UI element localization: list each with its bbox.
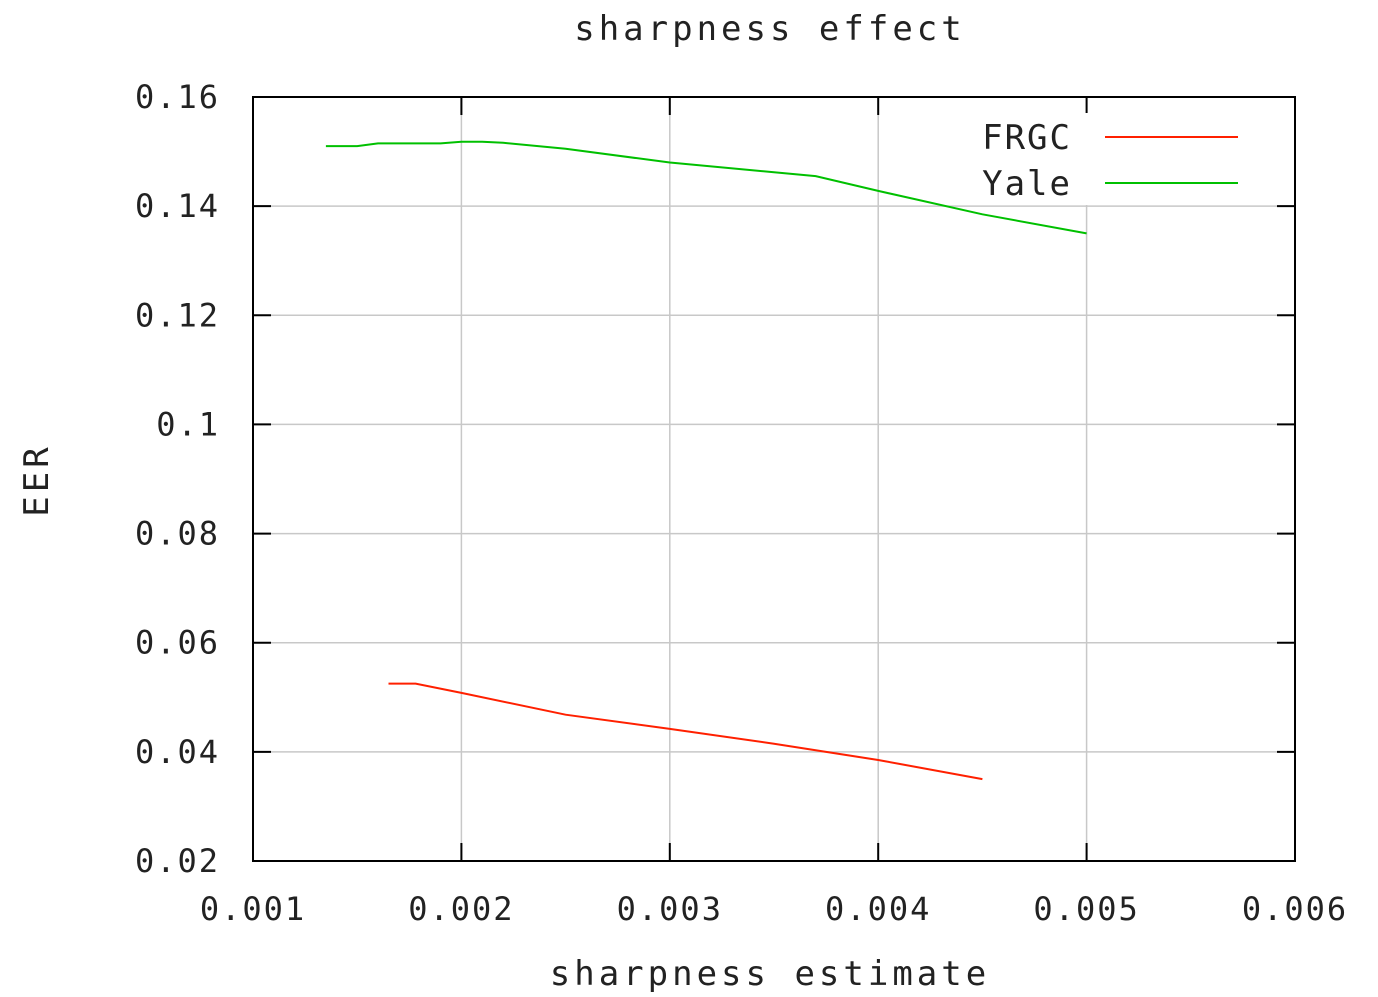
- y-tick-label: 0.04: [135, 733, 220, 771]
- x-tick-label: 0.005: [1033, 890, 1139, 928]
- chart-title: sharpness effect: [574, 9, 966, 49]
- x-tick-label: 0.004: [825, 890, 931, 928]
- y-tick-label: 0.02: [135, 842, 220, 880]
- y-tick-label: 0.1: [156, 405, 220, 443]
- legend-label-frgc: FRGC: [982, 118, 1072, 158]
- x-tick-label: 0.003: [617, 890, 723, 928]
- x-axis-label: sharpness estimate: [550, 954, 990, 994]
- y-tick-label: 0.16: [135, 78, 220, 116]
- grid: [253, 97, 1295, 861]
- y-tick-label: 0.08: [135, 515, 220, 553]
- y-tick-label: 0.14: [135, 187, 220, 225]
- axis-ticks: [252, 96, 1296, 862]
- x-tick-label: 0.006: [1242, 890, 1348, 928]
- series-line-frgc: [388, 682, 983, 781]
- x-tick-label: 0.001: [200, 890, 306, 928]
- y-axis-label: EER: [17, 443, 57, 516]
- y-tick-labels: 0.02 0.04 0.06 0.08 0.1 0.12 0.14 0.16: [135, 78, 220, 880]
- y-tick-label: 0.12: [135, 296, 220, 334]
- series-line-yale: [325, 140, 1087, 235]
- x-tick-labels: 0.001 0.002 0.003 0.004 0.005 0.006: [200, 890, 1348, 928]
- legend-label-yale: Yale: [982, 164, 1072, 204]
- plot-frame: [252, 96, 1296, 862]
- series-lines: [325, 140, 1087, 781]
- legend: FRGC Yale: [955, 113, 1247, 205]
- y-tick-label: 0.06: [135, 624, 220, 662]
- x-tick-label: 0.002: [408, 890, 514, 928]
